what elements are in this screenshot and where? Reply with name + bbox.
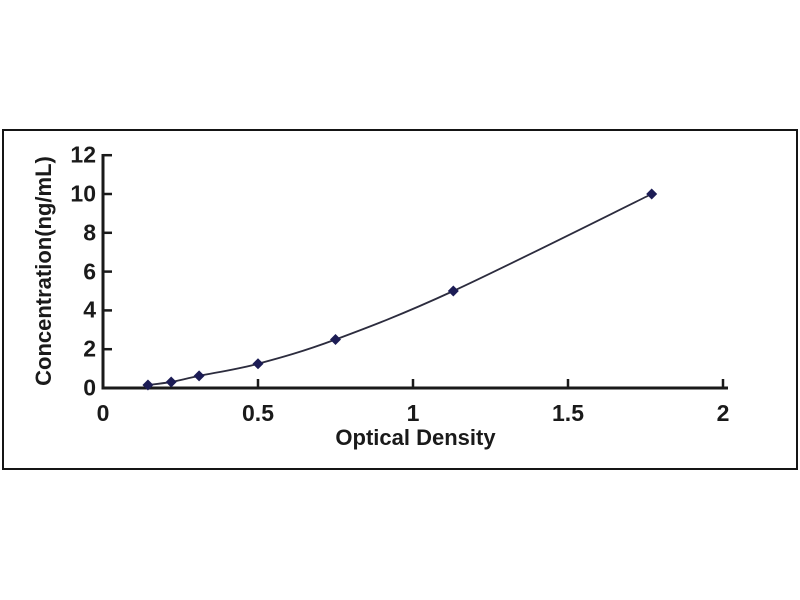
data-point-marker [165, 376, 177, 388]
x-tick-label: 1.5 [552, 400, 584, 426]
data-point-marker [330, 334, 341, 345]
chart-frame [2, 129, 798, 470]
data-point-marker [252, 358, 264, 370]
data-point-marker [646, 188, 658, 200]
y-tick-label: 4 [83, 296, 96, 323]
y-tick-label: 10 [70, 180, 96, 207]
y-axis-title: Concentration(ng/mL) [31, 156, 56, 386]
x-tick-label: 0 [96, 400, 110, 426]
x-tick-label: 1 [406, 400, 420, 426]
standard-curve-line [147, 193, 653, 386]
y-tick-label: 8 [83, 219, 96, 246]
x-axis-title: Optical Density [335, 425, 496, 450]
y-tick-label: 12 [70, 141, 96, 168]
y-tick-label: 6 [83, 258, 96, 285]
x-tick-label: 2 [716, 400, 730, 426]
y-tick-label: 0 [83, 374, 96, 401]
data-point-marker [193, 370, 205, 382]
data-point-marker [142, 379, 154, 391]
data-point-marker [447, 285, 459, 297]
x-tick-label: 0.5 [242, 400, 274, 426]
y-tick-label: 2 [83, 335, 96, 362]
